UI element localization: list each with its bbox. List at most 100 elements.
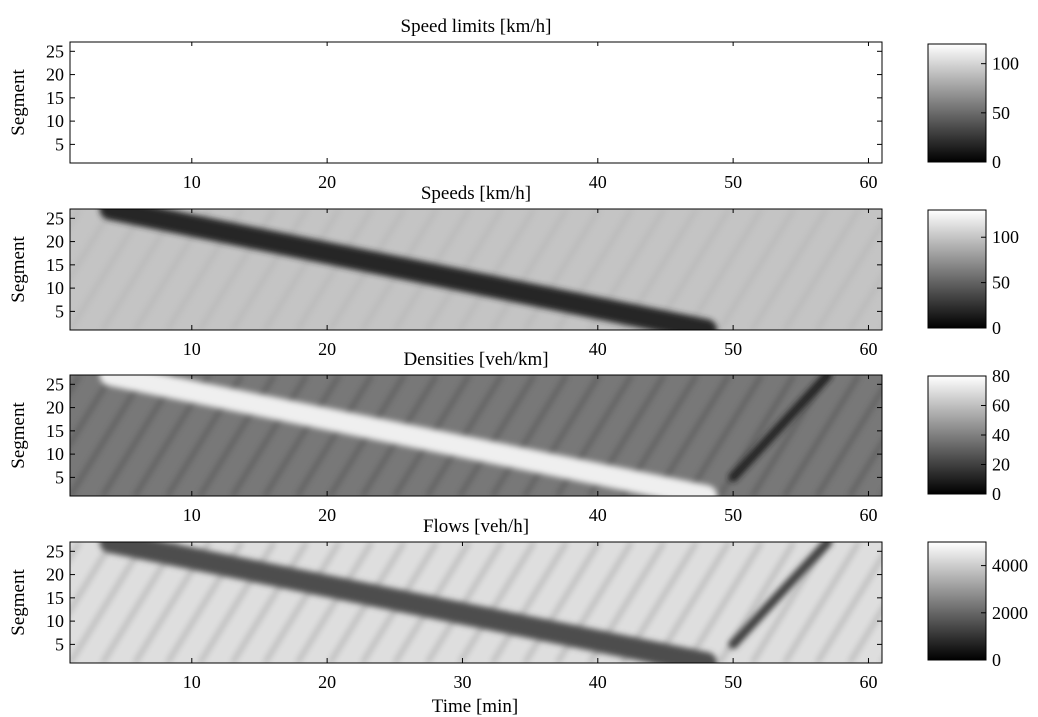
colorbar-gradient [927,541,987,661]
heatmap-texture-stripe [70,209,115,282]
heatmap-texture-stripe [457,209,537,330]
heatmap-texture-stripe [295,209,374,330]
y-axis-label: Segment [8,402,29,469]
colorbar-gradient [927,43,987,163]
x-tick-label: 10 [183,505,201,525]
heatmap-texture-stripe [295,375,374,496]
colorbar: 0 50 100 [927,43,1019,172]
y-tick-label: 20 [46,398,64,418]
colorbar-tick-label: 100 [992,54,1019,74]
y-tick-label: 5 [55,634,64,654]
heatmap-texture-stripe [230,375,309,496]
heatmap-texture-stripe [652,375,732,496]
heatmap-texture-stripe [684,209,764,330]
colorbar-tick-label: 100 [992,227,1019,247]
colorbar: 0 2000 4000 [927,541,1028,670]
colorbar: 0 20 40 60 80 [927,366,1010,504]
colorbar-gradient [927,209,987,329]
heatmap-texture-stripe [70,542,115,615]
y-tick-label: 10 [46,444,64,464]
y-tick-label: 20 [46,232,64,252]
y-axis-label: Segment [8,569,29,636]
colorbar-tick-label: 20 [992,455,1010,475]
y-axis-label: Segment [8,236,29,303]
colorbar-tick-label: 50 [992,273,1010,293]
y-tick-label: 10 [46,278,64,298]
x-tick-label: 20 [318,172,336,192]
heatmap-texture-stripe [70,375,147,496]
heatmap-texture-stripe [847,605,882,663]
x-tick-label: 60 [859,172,877,192]
x-tick-label: 50 [724,505,742,525]
heatmap-texture-stripe [490,209,569,330]
x-tick-label: 20 [318,672,336,692]
heatmap-wave [728,542,833,649]
heatmap-background [70,42,882,163]
axes-frame [69,541,883,664]
y-tick-label: 15 [46,588,64,608]
y-tick-label: 15 [46,88,64,108]
heatmap-3 [70,375,882,496]
colorbar-tick-label: 0 [992,152,1001,172]
heatmap-texture-stripe [749,209,829,330]
axes-frame [69,374,883,497]
colorbar-gradient [927,375,987,495]
x-tick-label: 50 [724,172,742,192]
x-axis-label: Time [min] [432,696,518,717]
x-tick-label: 40 [589,172,607,192]
x-tick-label: 30 [453,672,471,692]
heatmap-texture-stripe [457,375,537,496]
panel-title: Densities [veh/km] [403,349,548,370]
y-tick-label: 5 [55,467,64,487]
heatmap-jam-band [99,375,718,496]
heatmap-texture-stripe [230,209,309,330]
heatmap-texture-stripe [684,375,764,496]
panel-1: Speed limits [km/h] Segment 5 10 15 20 25 10 20 4… [8,16,1019,192]
heatmap-texture-stripe [230,542,309,663]
y-tick-label: 5 [55,134,64,154]
x-tick-label: 40 [589,505,607,525]
heatmap-texture-stripe [847,438,882,496]
y-tick-label: 5 [55,301,64,321]
heatmap-texture-stripe [684,542,764,663]
heatmap-texture-stripe [782,375,862,496]
heatmap-low-flow-band [99,542,718,663]
colorbar-tick-label: 40 [992,425,1010,445]
x-tick-label: 60 [859,339,877,359]
colorbar-tick-label: 80 [992,366,1010,386]
heatmap-texture-stripe [814,552,882,663]
heatmap-texture-stripe [425,375,504,496]
panel-4: Flows [veh/h] Segment 5 10 15 20 25 10 20 30 40 50 6… [8,516,1028,692]
y-axis-label: Segment [8,69,29,136]
x-tick-label: 10 [183,339,201,359]
heatmap-4 [70,542,882,663]
x-tick-label: 20 [318,505,336,525]
heatmap-texture-stripe [295,542,374,663]
panel-title: Speeds [km/h] [421,183,531,204]
y-tick-label: 10 [46,611,64,631]
x-tick-label: 20 [318,339,336,359]
heatmap-texture-stripe [847,272,882,330]
axes-frame [69,41,883,164]
x-tick-label: 50 [724,339,742,359]
colorbar-tick-label: 0 [992,650,1001,670]
x-tick-label: 50 [724,672,742,692]
heatmap-texture-stripe [262,542,342,663]
heatmap-texture-stripe [70,375,115,448]
heatmap-texture-stripe [457,542,537,663]
heatmap-texture-stripe [522,375,602,496]
colorbar-tick-label: 0 [992,318,1001,338]
heatmap-2 [70,209,882,330]
heatmap-texture-stripe [782,542,862,663]
heatmap-wave [728,375,833,482]
colorbar-tick-label: 60 [992,396,1010,416]
heatmap-texture-stripe [522,209,602,330]
heatmap-texture-stripe [652,209,732,330]
heatmap-texture-stripe [522,542,602,663]
y-tick-label: 15 [46,255,64,275]
heatmap-congestion-band [99,209,718,330]
y-tick-label: 20 [46,565,64,585]
x-tick-label: 10 [183,672,201,692]
colorbar-tick-label: 4000 [992,556,1028,576]
